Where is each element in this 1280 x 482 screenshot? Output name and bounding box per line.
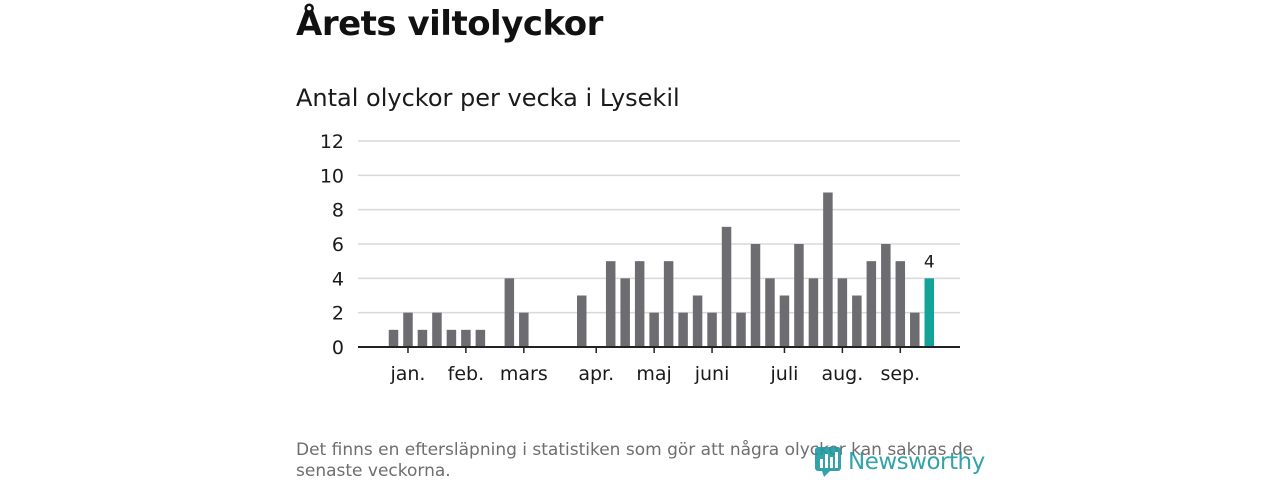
bar (779, 295, 790, 347)
bar (736, 312, 746, 347)
bar (605, 261, 616, 347)
bar (519, 312, 529, 347)
bar (692, 295, 703, 347)
y-tick-label: 8 (332, 200, 344, 222)
y-tick-label: 10 (320, 165, 344, 187)
x-tick-label: apr. (578, 363, 614, 385)
bar-chart: 0 2 4 6 8 10 12 jan. feb. mars apr. maj juni juli aug… (320, 131, 960, 385)
y-tick-label: 12 (320, 131, 344, 153)
bar (794, 244, 804, 347)
y-tick-label: 0 (332, 337, 344, 359)
bar-highlight (924, 278, 935, 347)
page-title: Årets viltolyckor (296, 4, 603, 44)
bar (417, 329, 428, 347)
bar (881, 244, 891, 347)
x-axis: jan. feb. mars apr. maj juni juli aug. sep. (358, 346, 960, 385)
x-tick-label: mars (500, 363, 548, 385)
bar (678, 312, 688, 347)
x-tick-label: jan. (389, 363, 425, 385)
data-labels: 4 (924, 252, 935, 272)
y-tick-label: 6 (332, 234, 344, 256)
bar (750, 244, 761, 347)
bar (823, 192, 833, 347)
bar (765, 278, 775, 347)
last-value-label: 4 (924, 252, 935, 272)
bar (910, 312, 920, 347)
logo-text: Newsworthy (848, 449, 985, 475)
y-tick-label: 2 (332, 303, 344, 325)
bar (721, 226, 732, 347)
chart-title: Antal olyckor per vecka i Lysekil (296, 84, 680, 112)
bar (808, 278, 819, 347)
y-tick-label: 4 (332, 268, 344, 290)
chart-gridlines (358, 140, 960, 314)
bar (504, 278, 515, 347)
x-tick-label: juni (694, 363, 730, 385)
bar (475, 329, 486, 347)
bar (649, 312, 659, 347)
bar (403, 312, 413, 347)
bar (432, 312, 442, 347)
x-tick-label: juli (770, 363, 799, 385)
bar (866, 261, 877, 347)
bar (634, 261, 645, 347)
bar (388, 329, 399, 347)
chart-bars (388, 192, 935, 347)
bar (895, 261, 906, 347)
bar (852, 295, 862, 347)
x-tick-label: feb. (448, 363, 484, 385)
bar (446, 329, 457, 347)
bar (576, 295, 587, 347)
bar (461, 329, 471, 347)
footnote: Det finns en eftersläpning i statistiken… (296, 440, 974, 481)
bar (837, 278, 848, 347)
bar (663, 261, 674, 347)
newsworthy-logo[interactable]: Newsworthy (814, 446, 985, 478)
x-tick-label: maj (636, 363, 671, 385)
y-axis: 0 2 4 6 8 10 12 (320, 131, 344, 359)
x-tick-label: aug. (821, 363, 863, 385)
x-tick-label: sep. (880, 363, 920, 385)
bar (707, 312, 717, 347)
newsworthy-logo-icon (815, 447, 841, 477)
bar (620, 278, 630, 347)
